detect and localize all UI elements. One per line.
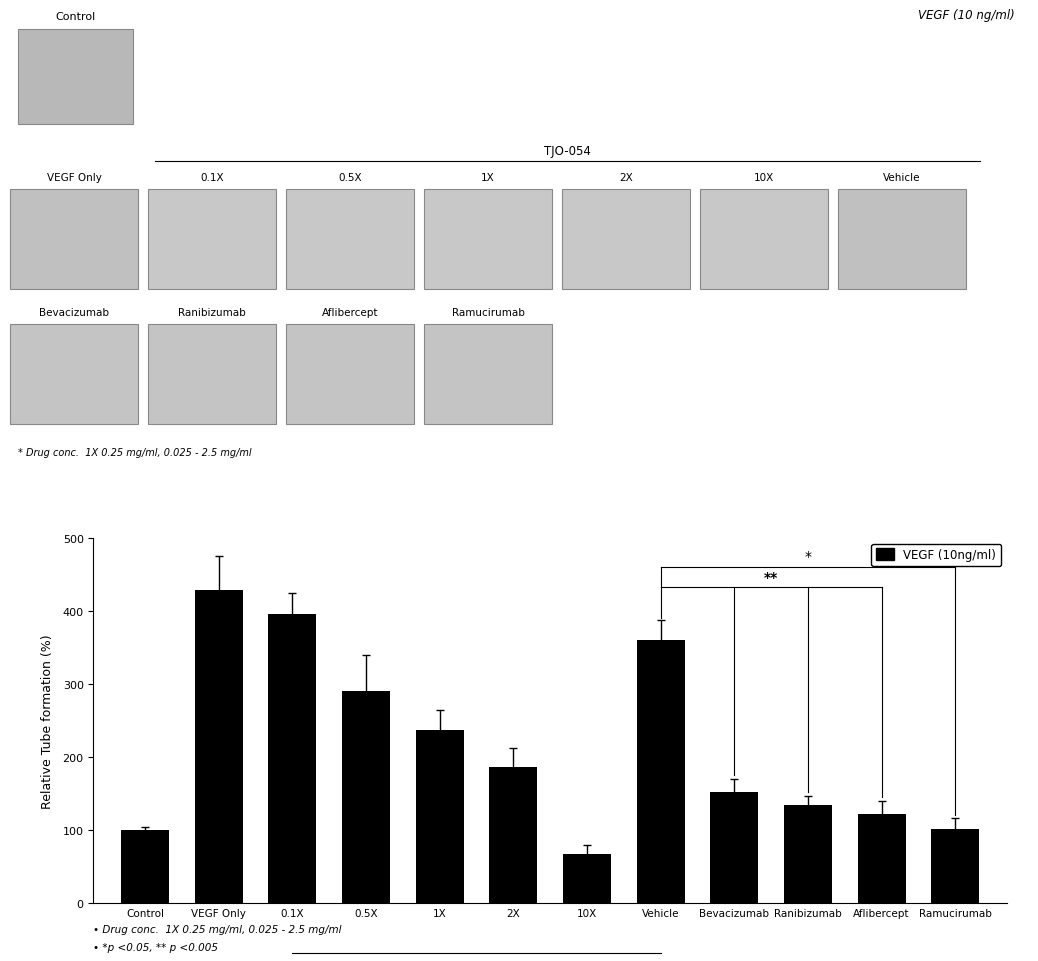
Text: * Drug conc.  1X 0.25 mg/ml, 0.025 - 2.5 mg/ml: * Drug conc. 1X 0.25 mg/ml, 0.025 - 2.5 … [18,448,251,457]
Text: Ramucirumab: Ramucirumab [452,308,524,317]
FancyBboxPatch shape [286,189,414,289]
Bar [343,692,390,903]
Bar [489,767,538,903]
FancyBboxPatch shape [10,189,138,289]
Text: 0.5X: 0.5X [338,173,362,183]
Text: VEGF Only: VEGF Only [47,173,102,183]
Bar [415,730,464,903]
Text: TJO-054: TJO-054 [544,145,591,158]
Bar [195,591,243,903]
FancyBboxPatch shape [838,189,966,289]
Bar [121,830,169,903]
Bar [710,792,758,903]
FancyBboxPatch shape [424,325,552,425]
Text: Aflibercept: Aflibercept [322,308,378,317]
FancyBboxPatch shape [424,189,552,289]
FancyBboxPatch shape [10,325,138,425]
Legend: VEGF (10ng/ml): VEGF (10ng/ml) [872,544,1001,567]
Text: • *p <0.05, ** p <0.005: • *p <0.05, ** p <0.005 [93,942,218,951]
Text: Ranibizumab: Ranibizumab [179,308,246,317]
Bar [931,829,979,903]
Bar [269,615,317,903]
Text: 10X: 10X [754,173,774,183]
Text: Vehicle: Vehicle [883,173,921,183]
Text: Bevacizumab: Bevacizumab [39,308,109,317]
FancyBboxPatch shape [286,325,414,425]
Text: *: * [804,550,812,564]
Y-axis label: Relative Tube formation (%): Relative Tube formation (%) [42,633,54,808]
Text: 2X: 2X [619,173,633,183]
Text: **: ** [764,570,778,584]
FancyBboxPatch shape [148,189,276,289]
FancyBboxPatch shape [562,189,690,289]
FancyBboxPatch shape [148,325,276,425]
Bar [636,640,685,903]
Bar [784,804,831,903]
Text: VEGF (10 ng/ml): VEGF (10 ng/ml) [919,9,1015,22]
Bar [563,853,611,903]
Text: • Drug conc.  1X 0.25 mg/ml, 0.025 - 2.5 mg/ml: • Drug conc. 1X 0.25 mg/ml, 0.025 - 2.5 … [93,924,342,934]
Text: 1X: 1X [482,173,495,183]
Text: 0.1X: 0.1X [200,173,224,183]
FancyBboxPatch shape [700,189,828,289]
FancyBboxPatch shape [18,30,133,125]
Text: Control: Control [55,12,95,22]
Bar [857,814,905,903]
